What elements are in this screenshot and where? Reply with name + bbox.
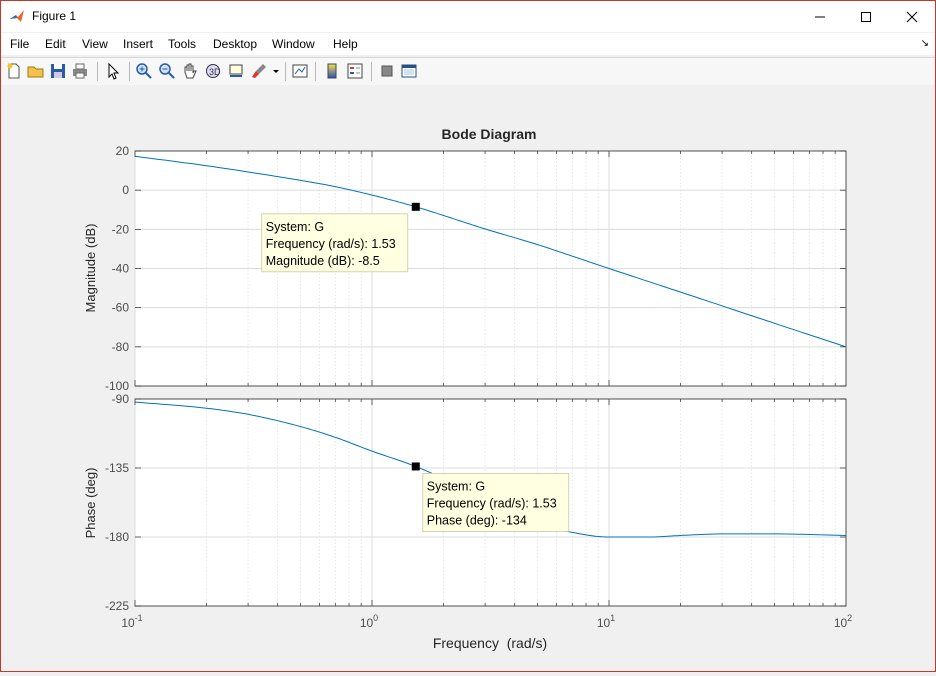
brush-icon[interactable] <box>250 62 268 80</box>
menu-help[interactable]: Help <box>333 37 358 51</box>
phase-datatip-marker[interactable] <box>411 462 420 471</box>
colorbar-icon[interactable] <box>323 62 341 80</box>
magnitude-y-tick-label: 20 <box>116 144 130 158</box>
x-tick-label: 10-1 <box>121 613 142 630</box>
magnitude-y-tick-label: -40 <box>112 262 130 276</box>
title-bar: Figure 1 <box>1 1 935 32</box>
x-tick-label: 101 <box>597 613 615 630</box>
phase-grid <box>134 399 846 606</box>
minimize-button[interactable] <box>797 1 843 32</box>
link-plot-icon[interactable] <box>291 62 309 80</box>
close-button[interactable] <box>889 1 935 32</box>
open-file-icon[interactable] <box>27 62 45 80</box>
dock-arrow-icon[interactable]: ↘ <box>920 38 929 49</box>
menu-window[interactable]: Window <box>272 37 315 51</box>
menu-desktop[interactable]: Desktop <box>213 37 258 51</box>
phase-y-tick-label: -90 <box>112 392 130 406</box>
menu-view[interactable]: View <box>82 37 108 51</box>
maximize-icon <box>861 11 871 22</box>
phase-y-tick-label: -135 <box>105 461 129 475</box>
bode-plot: Bode Diagram 20 0 -20 -40 -60 -80 -100-90 -135 -… <box>83 126 852 651</box>
datatip-box <box>422 473 570 532</box>
menu-insert[interactable]: Insert <box>123 37 154 51</box>
zoom-in-icon[interactable] <box>135 62 153 80</box>
datatip-line: Frequency (rad/s): 1.53 <box>427 496 557 510</box>
figure-toolbar: 3D <box>1 57 935 86</box>
datatip-box <box>261 213 409 273</box>
pan-hand-icon[interactable] <box>181 62 199 80</box>
data-cursor-icon[interactable] <box>227 62 245 80</box>
magnitude-datatip[interactable]: System: G Frequency (rad/s): 1.53 Magnitud… <box>261 213 409 273</box>
minimize-icon <box>815 16 825 17</box>
rotate-3d-icon[interactable]: 3D <box>204 62 222 80</box>
magnitude-y-tick-label: -60 <box>112 301 130 315</box>
magnitude-y-tick-label: -80 <box>112 340 130 354</box>
toolbar-separator <box>315 62 316 81</box>
datatip-line: System: G <box>427 479 485 493</box>
magnitude-datatip-marker[interactable] <box>411 202 420 211</box>
phase-ylabel: Phase (deg) <box>83 468 98 539</box>
magnitude-response-line <box>134 155 847 348</box>
datatip-line: Frequency (rad/s): 1.53 <box>266 237 396 251</box>
toolbar-separator <box>371 62 372 81</box>
magnitude-y-tick-label: -100 <box>105 379 129 393</box>
print-icon[interactable] <box>71 62 89 80</box>
magnitude-y-tick-label: 0 <box>122 183 129 197</box>
svg-text:3D: 3D <box>209 67 221 77</box>
datatip-line: System: G <box>266 220 324 234</box>
maximize-button[interactable] <box>843 1 889 32</box>
x-axis-label: Frequency (rad/s) <box>433 635 547 651</box>
hide-plot-tools-icon[interactable] <box>378 62 396 80</box>
phase-y-tick-label: -180 <box>105 530 129 544</box>
phase-y-tick-label: -225 <box>105 599 129 613</box>
datatip-line: Phase (deg): -134 <box>427 513 527 527</box>
x-tick-label: 102 <box>834 613 852 630</box>
legend-icon[interactable] <box>346 62 364 80</box>
window-title: Figure 1 <box>32 9 77 23</box>
chart-title: Bode Diagram <box>442 126 537 142</box>
datatip-line: Magnitude (dB): -8.5 <box>266 254 380 268</box>
pointer-icon[interactable] <box>104 62 122 80</box>
zoom-out-icon[interactable] <box>158 62 176 80</box>
toolbar-separator <box>285 62 286 81</box>
magnitude-y-tick-label: -20 <box>112 222 130 236</box>
menu-bar: File Edit View Insert Tools Desktop Wind… <box>1 33 935 55</box>
new-figure-icon[interactable] <box>5 62 23 80</box>
figure-canvas: Bode Diagram 20 0 -20 -40 -60 -80 -100 -90 -135 -… <box>1 85 935 671</box>
show-plot-tools-icon[interactable] <box>400 62 418 80</box>
close-icon <box>906 11 918 22</box>
x-tick-label: 100 <box>360 613 378 630</box>
save-icon[interactable] <box>49 62 67 80</box>
brush-dropdown-arrow-icon[interactable] <box>271 62 281 80</box>
phase-datatip[interactable]: System: G Frequency (rad/s): 1.53 Phase (d… <box>422 473 570 532</box>
menu-edit[interactable]: Edit <box>45 37 66 51</box>
toolbar-separator <box>129 62 130 81</box>
menu-tools[interactable]: Tools <box>168 37 197 51</box>
matlab-logo-icon <box>10 10 24 22</box>
toolbar-separator <box>97 62 98 81</box>
magnitude-ylabel: Magnitude (dB) <box>83 224 98 313</box>
menu-file[interactable]: File <box>10 37 30 51</box>
